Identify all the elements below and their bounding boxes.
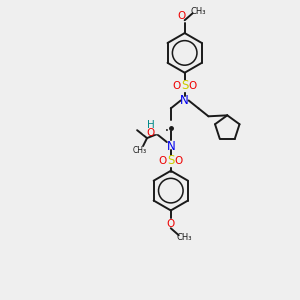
Text: O: O xyxy=(167,219,175,229)
Text: CH₃: CH₃ xyxy=(177,233,192,242)
Text: CH₃: CH₃ xyxy=(133,146,147,155)
Text: N: N xyxy=(180,94,189,107)
Text: S: S xyxy=(181,79,188,92)
Text: O: O xyxy=(175,156,183,166)
Text: H: H xyxy=(147,120,155,130)
Text: N: N xyxy=(167,140,175,152)
Text: O: O xyxy=(188,81,197,91)
Text: O: O xyxy=(159,156,167,166)
Text: O: O xyxy=(178,11,186,21)
Bar xyxy=(157,156,185,166)
Text: O: O xyxy=(147,128,155,138)
Text: CH₃: CH₃ xyxy=(191,7,206,16)
Text: O: O xyxy=(172,81,181,91)
Text: S: S xyxy=(167,154,175,167)
Bar xyxy=(171,81,199,91)
Bar xyxy=(143,123,165,133)
